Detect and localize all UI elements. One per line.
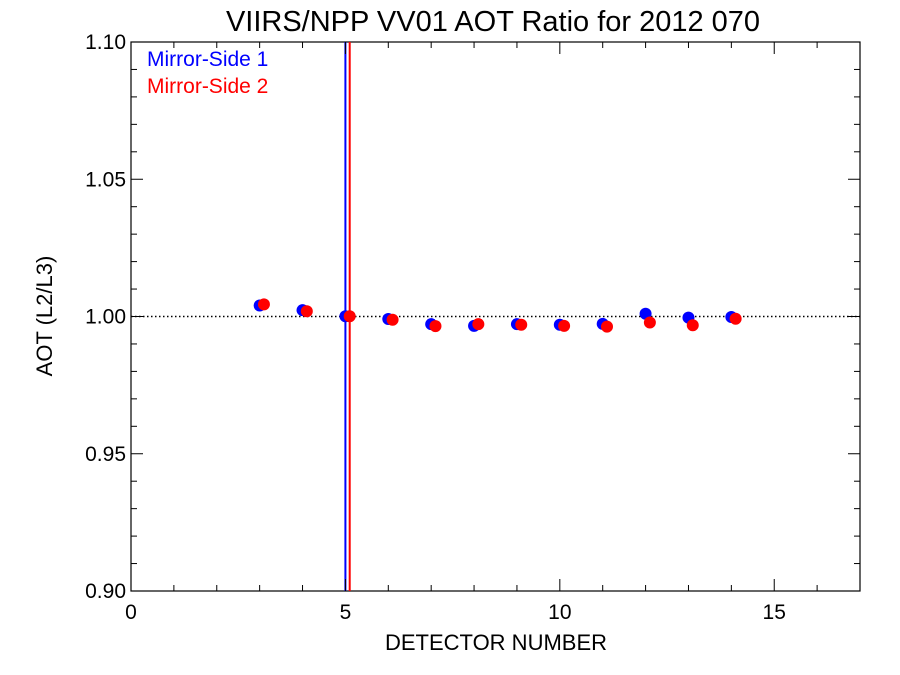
y-tick-label: 1.00 xyxy=(85,306,126,329)
data-point xyxy=(472,318,485,331)
legend-entry-1: Mirror-Side 1 xyxy=(147,48,268,71)
x-tick-label: 10 xyxy=(548,601,571,624)
x-tick-label: 15 xyxy=(763,601,786,624)
y-tick-label: 1.10 xyxy=(85,31,126,54)
chart-title: VIIRS/NPP VV01 AOT Ratio for 2012 070 xyxy=(226,6,760,38)
data-point xyxy=(343,310,356,323)
x-axis-label: DETECTOR NUMBER xyxy=(385,630,607,655)
data-point xyxy=(729,312,742,325)
data-point xyxy=(386,313,399,326)
data-point xyxy=(300,305,313,318)
series-2 xyxy=(257,298,742,333)
data-point xyxy=(558,319,571,332)
y-tick-label: 1.05 xyxy=(85,168,126,191)
data-point xyxy=(643,316,656,329)
data-point xyxy=(429,320,442,333)
data-point xyxy=(686,319,699,332)
data-point xyxy=(515,318,528,331)
y-tick-label: 0.95 xyxy=(85,443,126,466)
x-tick-label: 0 xyxy=(125,601,137,624)
data-point xyxy=(257,298,270,311)
plot-area: 0 5 10 15 0.90 0.95 1.00 1.05 1.10 Mirror-Side 1 M… xyxy=(85,31,861,624)
x-tick-label: 5 xyxy=(340,601,352,624)
y-tick-label: 0.90 xyxy=(85,580,126,603)
legend-entry-2: Mirror-Side 2 xyxy=(147,75,268,98)
y-axis-label: AOT (L2/L3) xyxy=(32,256,57,377)
data-point xyxy=(600,320,613,333)
